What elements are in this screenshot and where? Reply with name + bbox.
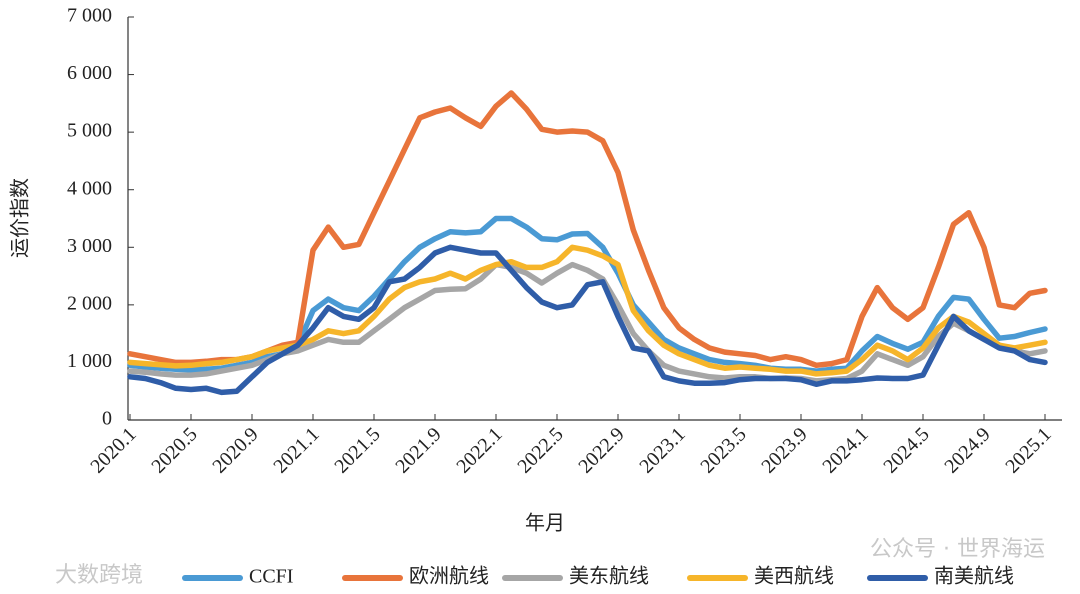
watermark: 大数跨境 <box>55 563 143 588</box>
legend-label: 美东航线 <box>569 565 649 588</box>
y-tick-label: 2 000 <box>67 292 112 314</box>
x-tick-label: 2024.9 <box>940 423 994 477</box>
series-line <box>127 244 1048 377</box>
x-tick-label: 2022.1 <box>452 423 506 477</box>
x-tick-label: 2023.9 <box>757 423 811 477</box>
y-tick-label: 6 000 <box>67 62 112 84</box>
legend-label: 欧洲航线 <box>409 565 489 588</box>
legend-label: CCFI <box>249 566 293 588</box>
x-tick-label: 2025.1 <box>1001 423 1055 477</box>
y-tick-label: 4 000 <box>67 177 112 199</box>
x-axis-label: 年月 <box>525 512 565 535</box>
x-tick-label: 2024.5 <box>879 423 933 477</box>
y-tick-label: 7 000 <box>67 5 112 27</box>
x-tick-label: 2023.1 <box>635 423 689 477</box>
x-tick-label: 2021.1 <box>269 423 323 477</box>
y-tick-label: 1 000 <box>67 350 112 372</box>
x-tick-label: 2022.9 <box>574 423 628 477</box>
x-tick-label: 2024.1 <box>818 423 872 477</box>
series-line <box>127 90 1048 369</box>
x-tick-label: 2020.1 <box>86 423 140 477</box>
legend-label: 南美航线 <box>934 565 1014 588</box>
x-tick-label: 2021.5 <box>330 423 384 477</box>
y-tick-label: 0 <box>102 408 112 430</box>
x-tick-label: 2020.9 <box>208 423 262 477</box>
y-tick-label: 3 000 <box>67 235 112 257</box>
x-tick-label: 2021.9 <box>391 423 445 477</box>
x-tick-label: 2020.5 <box>147 423 201 477</box>
x-tick-label: 2022.5 <box>513 423 567 477</box>
series-line <box>127 244 1048 396</box>
legend-label: 美西航线 <box>754 565 834 588</box>
x-tick-label: 2023.5 <box>696 423 750 477</box>
y-tick-label: 5 000 <box>67 120 112 142</box>
y-axis-label: 运价指数 <box>9 178 32 258</box>
watermark: 公众号 · 世界海运 <box>870 537 1045 562</box>
